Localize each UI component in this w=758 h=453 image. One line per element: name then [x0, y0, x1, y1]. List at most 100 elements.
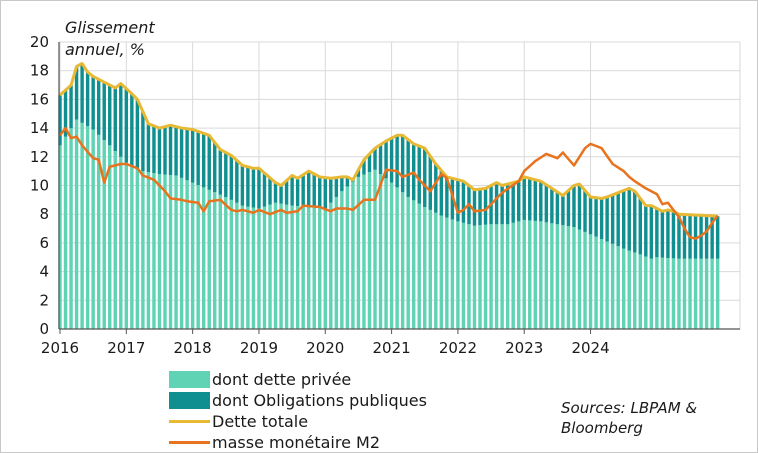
- bar-public: [340, 176, 344, 192]
- bar-private: [356, 176, 361, 329]
- bar-public: [284, 180, 289, 205]
- bar-public: [362, 159, 366, 175]
- bar-public: [439, 170, 444, 216]
- legend-swatch-public: [169, 392, 210, 409]
- bar-public: [218, 149, 222, 195]
- bar-public: [594, 197, 598, 237]
- bar-public: [389, 138, 394, 183]
- bar-public: [168, 125, 173, 175]
- bar-public: [163, 126, 167, 175]
- bar-private: [268, 204, 272, 329]
- bar-private: [555, 224, 560, 329]
- bar-public: [201, 133, 206, 188]
- bar-private: [566, 226, 571, 329]
- bar-private: [141, 171, 145, 329]
- bar-private: [395, 187, 399, 329]
- bar-private: [671, 258, 676, 329]
- bar-private: [561, 225, 565, 329]
- bar-private: [688, 258, 692, 329]
- bar-public: [141, 111, 145, 172]
- x-tick-label: 2019: [240, 339, 278, 357]
- bar-public: [677, 214, 681, 259]
- bar-public: [119, 83, 123, 157]
- bar-private: [599, 239, 604, 329]
- bar-private: [528, 220, 532, 329]
- y-tick-label: 6: [39, 234, 49, 252]
- bar-public: [555, 191, 560, 225]
- bar-public: [146, 123, 151, 173]
- bar-private: [467, 224, 471, 329]
- bar-private: [240, 205, 245, 329]
- bar-private: [428, 209, 432, 329]
- bar-public: [710, 215, 714, 259]
- bar-private: [715, 258, 720, 329]
- bar-public: [251, 168, 256, 208]
- bars: [58, 63, 720, 330]
- bar-public: [185, 128, 189, 181]
- bar-private: [644, 256, 648, 329]
- bar-public: [627, 188, 631, 251]
- bar-private: [96, 134, 101, 329]
- bar-public: [483, 188, 488, 225]
- axes: 0 2 4 6 8 10 12 14 16 18 20 2016 2017 2018 2019 2020 202…: [30, 33, 740, 357]
- bar-public: [240, 165, 245, 206]
- bar-public: [235, 160, 239, 203]
- bar-private: [63, 136, 68, 329]
- bar-public: [295, 178, 300, 207]
- bar-private: [91, 129, 95, 329]
- bar-private: [262, 206, 267, 329]
- bar-public: [373, 148, 377, 170]
- bar-private: [616, 246, 620, 329]
- bar-private: [135, 168, 140, 329]
- bar-public: [671, 211, 676, 259]
- bar-private: [522, 219, 526, 329]
- bar-private: [544, 222, 549, 329]
- bar-public: [583, 190, 587, 232]
- bar-public: [715, 216, 720, 259]
- source-line-1: Sources: LBPAM &: [561, 399, 698, 417]
- bar-public: [682, 214, 687, 259]
- bar-private: [168, 174, 173, 329]
- bar-public: [505, 184, 510, 225]
- bar-public: [80, 63, 84, 123]
- bar-public: [616, 192, 620, 247]
- bar-private: [434, 212, 438, 329]
- bar-private: [334, 196, 339, 329]
- x-tick-label: 2017: [107, 339, 145, 357]
- bar-private: [224, 196, 228, 329]
- bar-private: [290, 205, 294, 329]
- y-tick-label: 20: [30, 33, 49, 51]
- bar-public: [213, 142, 217, 193]
- bar-private: [207, 189, 211, 329]
- bar-private: [588, 234, 593, 329]
- x-tick-label: 2023: [505, 339, 543, 357]
- bar-private: [345, 186, 350, 329]
- bar-public: [323, 177, 327, 209]
- bar-private: [660, 257, 665, 329]
- legend-label-total: Dette totale: [212, 412, 309, 431]
- bar-private: [130, 165, 134, 329]
- bar-public: [63, 90, 68, 137]
- bar-private: [677, 258, 681, 329]
- bar-public: [135, 99, 140, 169]
- bar-public: [69, 85, 73, 129]
- bar-private: [500, 224, 504, 329]
- bar-private: [185, 180, 189, 329]
- bar-private: [633, 252, 637, 329]
- bar-public: [152, 125, 156, 174]
- bar-public: [329, 178, 333, 203]
- bar-public: [445, 176, 449, 218]
- y-axis-title-line-1: Glissement: [65, 18, 155, 37]
- bar-private: [533, 220, 537, 329]
- x-tick-label: 2021: [372, 339, 410, 357]
- bar-private: [605, 241, 609, 329]
- bar-private: [257, 208, 261, 329]
- bar-public: [544, 184, 549, 223]
- bar-public: [550, 188, 554, 224]
- bar-private: [489, 224, 493, 329]
- y-tick-label: 16: [30, 90, 49, 108]
- bar-private: [251, 207, 256, 329]
- bar-private: [539, 221, 543, 329]
